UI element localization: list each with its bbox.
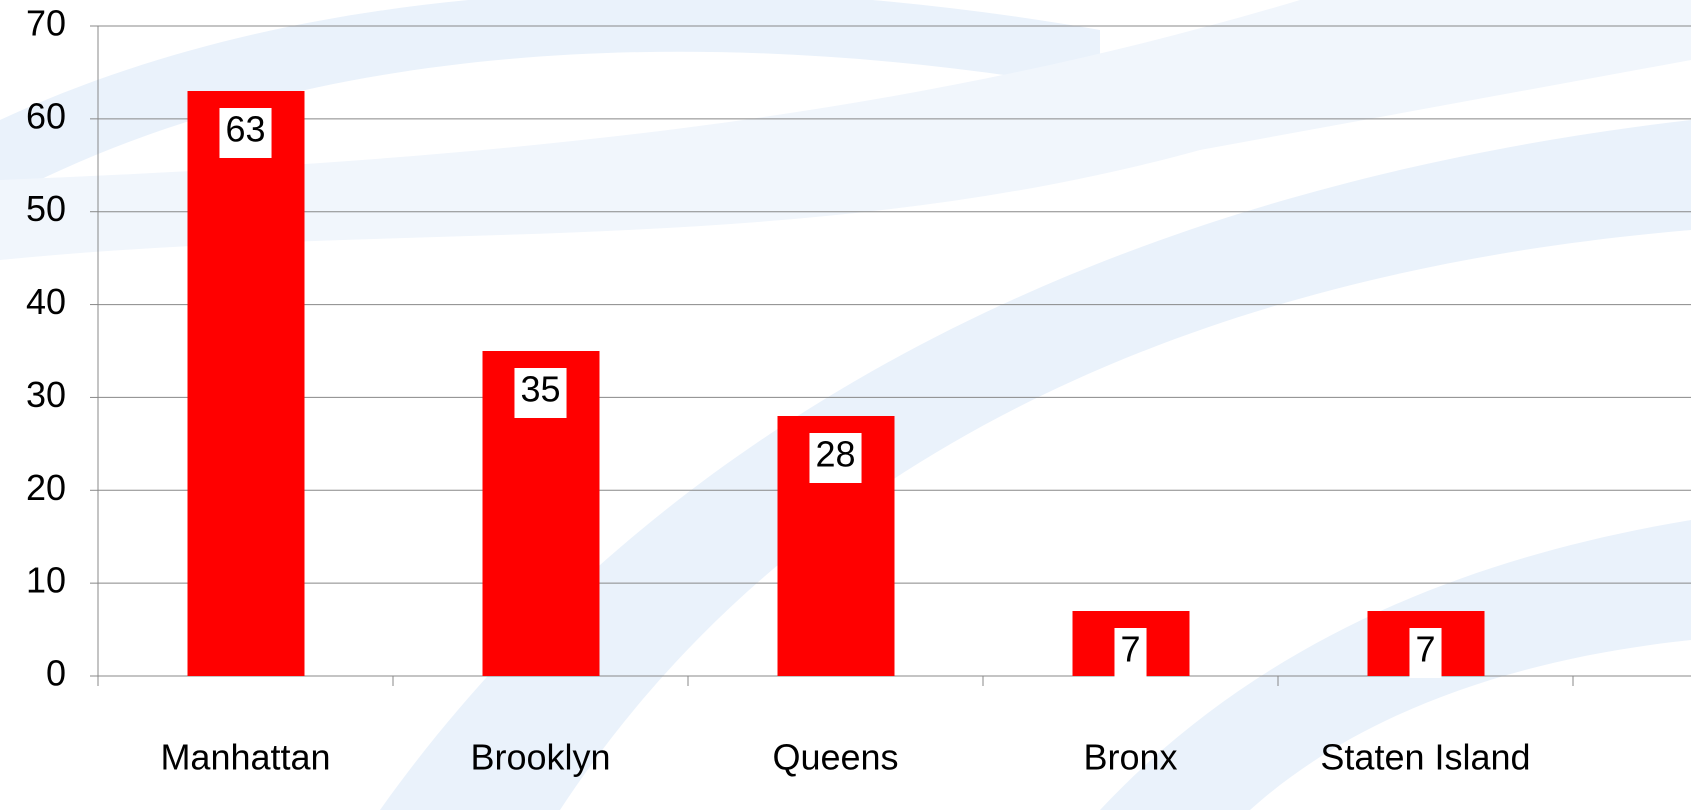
x-tick-label: Queens: [772, 737, 898, 778]
data-label-box: [809, 433, 862, 483]
background-swirl: [0, 0, 1691, 260]
data-label-box: [1114, 628, 1147, 678]
y-tick-label: 0: [46, 653, 66, 694]
x-tick-label: Manhattan: [160, 737, 330, 778]
y-tick-label: 10: [26, 560, 66, 601]
x-tick-label: Brooklyn: [470, 737, 610, 778]
data-label: 7: [1415, 629, 1435, 670]
x-tick-label: Bronx: [1083, 737, 1177, 778]
data-label: 35: [520, 369, 560, 410]
bar: [187, 91, 305, 676]
data-label-box: [219, 108, 272, 158]
data-label: 28: [815, 434, 855, 475]
background-swirl: [0, 0, 1100, 200]
data-label: 7: [1120, 629, 1140, 670]
background-swirl: [380, 120, 1691, 810]
y-tick-label: 70: [26, 3, 66, 44]
x-tick-label: Staten Island: [1320, 737, 1530, 778]
y-tick-label: 50: [26, 188, 66, 229]
y-tick-label: 40: [26, 281, 66, 322]
y-tick-label: 30: [26, 374, 66, 415]
data-label-box: [1409, 628, 1442, 678]
data-label-box: [514, 368, 567, 418]
y-tick-label: 60: [26, 95, 66, 136]
data-label: 63: [225, 109, 265, 150]
y-tick-label: 20: [26, 467, 66, 508]
